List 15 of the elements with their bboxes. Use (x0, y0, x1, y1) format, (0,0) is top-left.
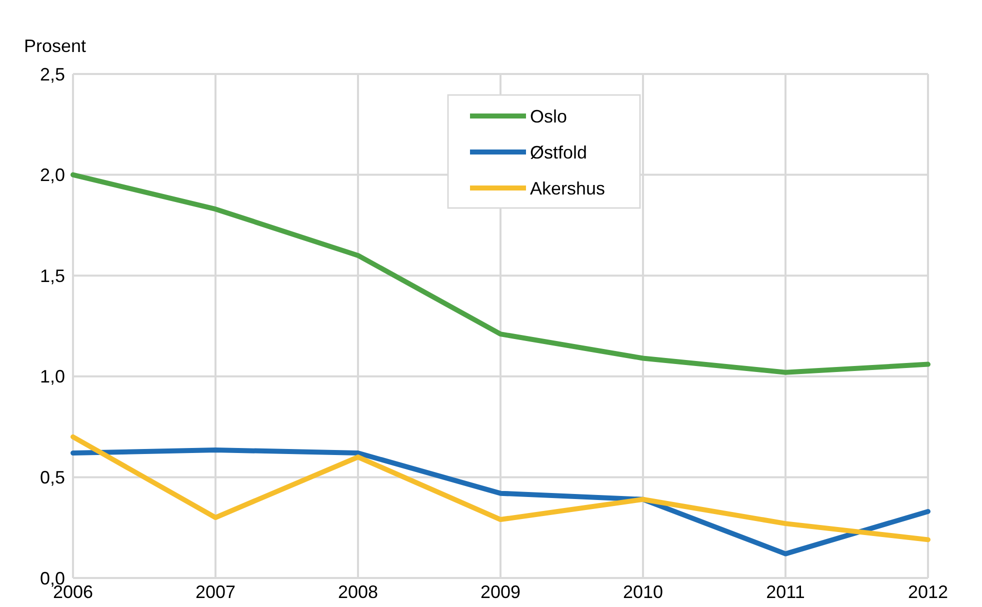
y-tick-label: 1,0 (40, 366, 65, 387)
x-tick-label: 2007 (195, 582, 236, 602)
x-tick-label: 2009 (480, 582, 521, 602)
y-tick-label: 0,5 (40, 468, 65, 488)
legend-label: Østfold (530, 142, 588, 162)
x-tick-label: 2012 (908, 582, 948, 602)
x-tick-label: 2008 (338, 582, 378, 602)
legend-label: Akershus (530, 178, 606, 198)
x-tick-label: 2010 (622, 582, 664, 602)
y-tick-label: 2,0 (40, 165, 65, 186)
y-tick-label: 1,5 (40, 266, 65, 286)
x-tick-label: 2011 (766, 582, 805, 602)
y-tick-label: 2,5 (40, 64, 65, 84)
y-axis-title: Prosent (24, 36, 86, 56)
legend-label: Oslo (530, 106, 568, 126)
